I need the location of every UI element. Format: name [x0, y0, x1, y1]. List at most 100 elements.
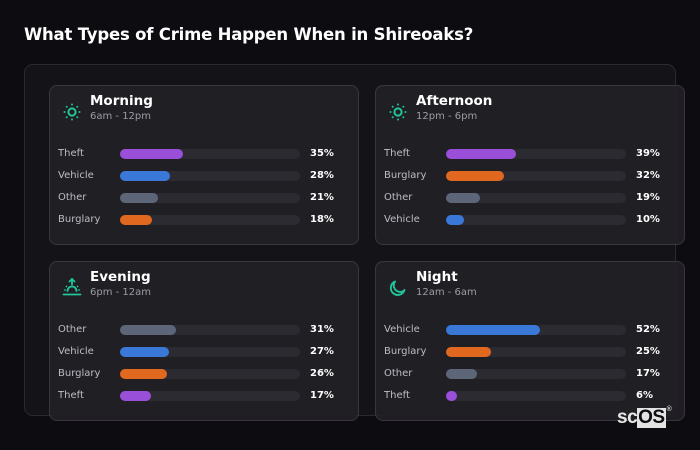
card-title: Night	[416, 269, 458, 285]
bar-fill-theft	[446, 149, 517, 159]
bar-row: Vehicle 28%	[50, 169, 358, 191]
bar-fill-vehicle	[446, 215, 464, 225]
bar-value: 17%	[636, 368, 660, 379]
card-time-range: 12am - 6am	[416, 287, 477, 298]
bar-row: Other 31%	[50, 323, 358, 345]
bar-track	[446, 171, 626, 181]
card-night: Night 12am - 6am Vehicle 52% Burglary 25% …	[375, 261, 685, 421]
bar-label: Other	[58, 192, 87, 203]
logo-os: OS	[637, 407, 666, 428]
card-title: Evening	[90, 269, 151, 285]
bar-track	[120, 369, 300, 379]
bar-row: Other 21%	[50, 191, 358, 213]
bar-label: Other	[384, 368, 413, 379]
bar-row: Theft 39%	[376, 147, 684, 169]
bar-label: Burglary	[58, 368, 101, 379]
bar-label: Theft	[58, 148, 84, 159]
bar-track	[446, 369, 626, 379]
bar-row: Vehicle 27%	[50, 345, 358, 367]
bar-fill-burglary	[120, 215, 153, 225]
bar-fill-vehicle	[446, 325, 540, 335]
bar-value: 26%	[310, 368, 334, 379]
bar-value: 52%	[636, 324, 660, 335]
page-title: What Types of Crime Happen When in Shire…	[24, 25, 474, 44]
bar-fill-other	[446, 193, 481, 203]
sun-icon	[63, 103, 81, 121]
bar-label: Vehicle	[384, 214, 420, 225]
bar-value: 31%	[310, 324, 334, 335]
card-title: Morning	[90, 93, 153, 109]
bar-label: Other	[384, 192, 413, 203]
bar-label: Theft	[384, 148, 410, 159]
bar-label: Theft	[58, 390, 84, 401]
bar-label: Burglary	[384, 170, 427, 181]
bar-row: Other 17%	[376, 367, 684, 389]
bar-track	[120, 193, 300, 203]
bar-label: Burglary	[58, 214, 101, 225]
bar-row: Vehicle 10%	[376, 213, 684, 235]
bar-fill-vehicle	[120, 347, 169, 357]
sunset-icon	[62, 277, 82, 296]
bar-track	[446, 391, 626, 401]
scos-logo: sc OS ®	[617, 406, 672, 428]
bar-value: 6%	[636, 390, 653, 401]
bar-track	[446, 149, 626, 159]
bar-fill-theft	[120, 391, 151, 401]
logo-sc: sc	[617, 407, 638, 428]
bar-row: Theft 35%	[50, 147, 358, 169]
bar-fill-theft	[120, 149, 183, 159]
bar-value: 10%	[636, 214, 660, 225]
bar-value: 21%	[310, 192, 334, 203]
bar-track	[446, 215, 626, 225]
card-evening: Evening 6pm - 12am Other 31% Vehicle 27% B…	[49, 261, 359, 421]
bar-row: Burglary 32%	[376, 169, 684, 191]
bar-label: Theft	[384, 390, 410, 401]
bar-value: 25%	[636, 346, 660, 357]
bar-track	[120, 325, 300, 335]
bar-value: 39%	[636, 148, 660, 159]
card-time-range: 6am - 12pm	[90, 111, 152, 122]
bar-fill-other	[446, 369, 477, 379]
bar-label: Vehicle	[58, 346, 94, 357]
bar-track	[120, 347, 300, 357]
bar-fill-vehicle	[120, 171, 171, 181]
bar-track	[446, 325, 626, 335]
bar-track	[120, 391, 300, 401]
bar-fill-burglary	[446, 171, 504, 181]
bar-label: Vehicle	[384, 324, 420, 335]
bar-value: 27%	[310, 346, 334, 357]
card-time-range: 6pm - 12am	[90, 287, 152, 298]
bar-value: 17%	[310, 390, 334, 401]
bar-fill-other	[120, 193, 158, 203]
card-afternoon: Afternoon 12pm - 6pm Theft 39% Burglary 32…	[375, 85, 685, 245]
bar-fill-theft	[446, 391, 457, 401]
bar-row: Burglary 26%	[50, 367, 358, 389]
bar-track	[446, 347, 626, 357]
bar-row: Theft 6%	[376, 389, 684, 411]
bar-label: Burglary	[384, 346, 427, 357]
bar-row: Other 19%	[376, 191, 684, 213]
bar-value: 19%	[636, 192, 660, 203]
card-morning: Morning 6am - 12pm Theft 35% Vehicle 28% O…	[49, 85, 359, 245]
bar-fill-other	[120, 325, 176, 335]
bar-row: Vehicle 52%	[376, 323, 684, 345]
bar-track	[120, 149, 300, 159]
bar-row: Burglary 25%	[376, 345, 684, 367]
card-time-range: 12pm - 6pm	[416, 111, 478, 122]
bar-value: 35%	[310, 148, 334, 159]
card-title: Afternoon	[416, 93, 493, 109]
bar-fill-burglary	[446, 347, 491, 357]
moon-icon	[389, 280, 406, 296]
bar-track	[446, 193, 626, 203]
bar-row: Theft 17%	[50, 389, 358, 411]
registered-mark: ®	[666, 406, 672, 413]
bar-fill-burglary	[120, 369, 167, 379]
bar-label: Vehicle	[58, 170, 94, 181]
bar-track	[120, 215, 300, 225]
bar-value: 18%	[310, 214, 334, 225]
sun-icon	[389, 103, 407, 121]
bar-label: Other	[58, 324, 87, 335]
bar-row: Burglary 18%	[50, 213, 358, 235]
bar-value: 28%	[310, 170, 334, 181]
bar-track	[120, 171, 300, 181]
